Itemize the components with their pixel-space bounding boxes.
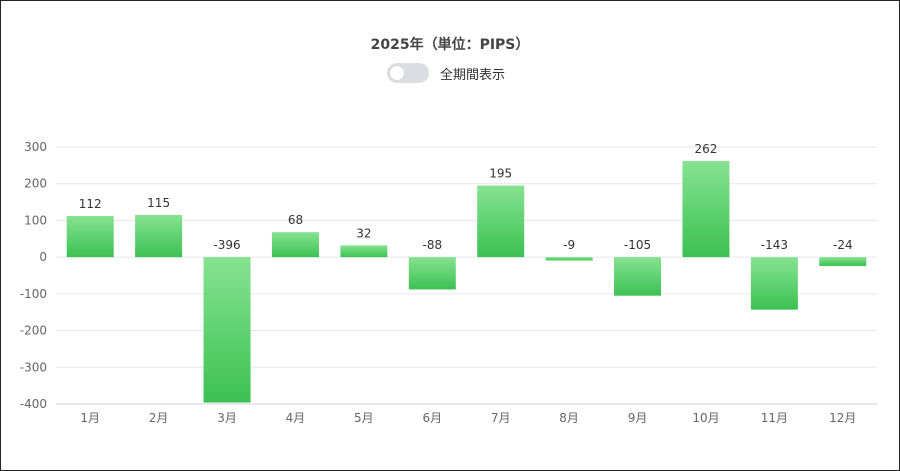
- y-tick-label: -400: [20, 397, 47, 411]
- bar-3[interactable]: [203, 257, 251, 403]
- bar-9[interactable]: [614, 257, 662, 296]
- x-tick-label: 2月: [149, 411, 169, 425]
- data-label: 112: [79, 197, 102, 211]
- x-tick-label: 1月: [80, 411, 100, 425]
- y-tick-label: 300: [24, 140, 47, 154]
- y-tick-label: -200: [20, 324, 47, 338]
- bar-6[interactable]: [408, 257, 456, 290]
- x-tick-label: 4月: [286, 411, 306, 425]
- data-label: 262: [695, 142, 718, 156]
- y-tick-label: 100: [24, 213, 47, 227]
- data-label: 115: [147, 196, 170, 210]
- x-tick-label: 11月: [761, 411, 788, 425]
- data-label: -88: [422, 238, 442, 252]
- bar-11[interactable]: [750, 257, 798, 310]
- grid-lines: [56, 146, 877, 405]
- all-period-toggle[interactable]: [387, 63, 429, 83]
- all-period-toggle-label: 全期間表示: [440, 67, 506, 83]
- x-tick-label: 5月: [354, 411, 374, 425]
- y-axis-ticks: 300 200 100 0 -100 -200 -300 -400: [20, 140, 47, 411]
- bar-2[interactable]: [135, 214, 183, 258]
- chart-title: 2025年（単位：PIPS）: [370, 37, 530, 53]
- bars: [66, 160, 867, 403]
- bar-8[interactable]: [545, 257, 593, 261]
- bar-10[interactable]: [682, 160, 730, 258]
- x-tick-label: 8月: [559, 411, 579, 425]
- period-toggle-row: 全期間表示: [387, 63, 505, 83]
- x-tick-label: 6月: [422, 411, 442, 425]
- x-axis-ticks: 1月 2月 3月 4月 5月 6月 7月 8月 9月 10月 11月 12月: [80, 411, 856, 425]
- data-label: -9: [563, 238, 575, 252]
- x-tick-label: 10月: [692, 411, 719, 425]
- bar-5[interactable]: [340, 245, 388, 258]
- data-label: 68: [288, 213, 303, 227]
- y-tick-label: -100: [20, 287, 47, 301]
- y-tick-label: -300: [20, 360, 47, 374]
- data-label: 32: [356, 226, 371, 240]
- x-tick-label: 3月: [217, 411, 237, 425]
- bar-4[interactable]: [271, 232, 319, 258]
- y-tick-label: 0: [39, 250, 47, 264]
- data-label: -143: [761, 238, 788, 252]
- data-labels: 112 115 -396 68 32 -88 195 -9 -105 262 -143 -24: [79, 142, 853, 252]
- bar-7[interactable]: [477, 185, 525, 258]
- x-tick-label: 9月: [628, 411, 648, 425]
- toggle-knob: [390, 66, 404, 80]
- data-label: -24: [833, 238, 853, 252]
- bar-12[interactable]: [819, 257, 867, 266]
- x-tick-label: 12月: [829, 411, 856, 425]
- bar-1[interactable]: [66, 216, 114, 258]
- data-label: 195: [489, 167, 512, 181]
- x-tick-label: 7月: [491, 411, 511, 425]
- data-label: -396: [213, 238, 240, 252]
- data-label: -105: [624, 238, 651, 252]
- y-tick-label: 200: [24, 177, 47, 191]
